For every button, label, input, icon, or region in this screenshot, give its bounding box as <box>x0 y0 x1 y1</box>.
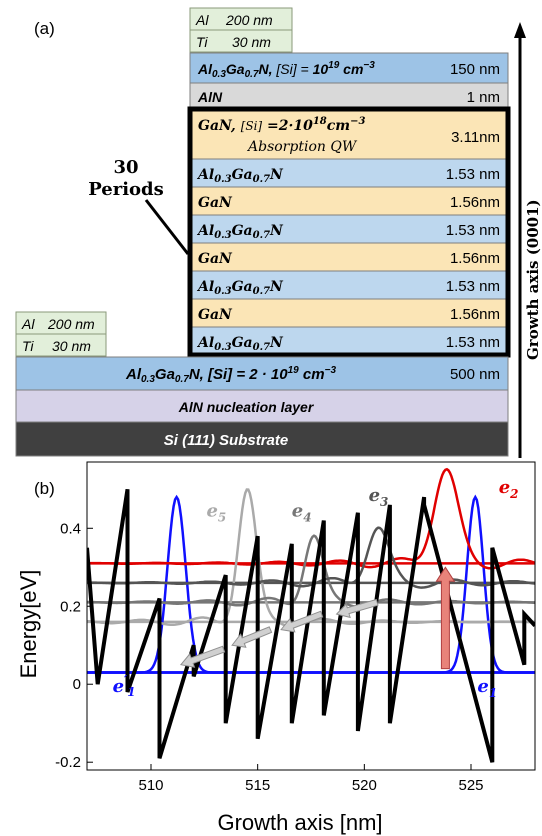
period-layer-thk: 1.53 nm <box>446 166 500 183</box>
layer-algan-base <box>15 356 509 391</box>
period-layer-thk: 1.56nm <box>450 250 500 267</box>
x-axis-label: Growth axis [nm] <box>217 810 382 835</box>
top-contact-ti-label: Ti <box>196 34 208 50</box>
layer-substrate-label: Si (111) Substrate <box>164 432 288 449</box>
growth-axis-arrowhead <box>514 22 526 38</box>
relaxation-arrow <box>335 598 379 619</box>
conduction-band <box>87 488 535 763</box>
left-contact-al-thk: 200 nm <box>47 316 95 332</box>
left-contact-ti-thk: 30 nm <box>52 338 91 354</box>
period-layer-thk: 1.53 nm <box>446 278 500 295</box>
period-layer-thk: 1.53 nm <box>446 222 500 239</box>
wavefunction-ep1 <box>87 494 535 674</box>
x-tick-label: 525 <box>458 777 483 794</box>
layer-aln <box>189 82 509 110</box>
left-contact-ti <box>15 333 107 357</box>
x-tick-label: 510 <box>138 777 163 794</box>
y-axis-label: Energy[eV] <box>16 570 41 679</box>
layer-algan-base-label: Al0.3Ga0.7N, [Si] = 2 · 1019 cm−3 <box>125 365 336 385</box>
period-layer-label: Al0.3Ga0.7N <box>196 223 284 241</box>
layer-aln-label: AlN <box>197 89 223 105</box>
top-contact-al-label: Al <box>195 12 209 28</box>
top-contact-al-thk: 200 nm <box>225 12 273 28</box>
layer-aln-nucleation <box>15 389 509 423</box>
y-tick-label: 0.2 <box>60 598 81 615</box>
absorption-arrow <box>435 566 456 670</box>
period-layer <box>189 186 509 216</box>
period-layer-thk: 1.56nm <box>450 194 500 211</box>
layer-algan-cap-thk: 150 nm <box>450 61 500 78</box>
superlattice: GaN, [Si] =2·1018cm−3 Absorption QW 3.11… <box>187 106 511 358</box>
y-tick-label: 0.4 <box>60 520 81 537</box>
period-frame <box>187 106 511 358</box>
layer-gan-qw-thk: 3.11nm <box>451 129 500 146</box>
period-layer-label: GaN <box>198 307 233 323</box>
wavefunction-e2 <box>87 467 535 570</box>
y-tick-label: 0 <box>73 676 81 693</box>
periods-label: Periods <box>88 179 164 200</box>
wavefunction-e3 <box>87 526 535 589</box>
periods-count: 30 <box>113 157 138 178</box>
label-e2: e2 <box>499 477 519 501</box>
wavefunction-e4 <box>87 534 535 608</box>
layer-gan-qw-label: GaN, [Si] =2·1018cm−3 <box>198 116 365 134</box>
layer-aln-nucleation-label: AlN nucleation layer <box>178 399 315 415</box>
label-e5: e5 <box>206 501 226 525</box>
relaxation-arrow <box>280 610 324 633</box>
panel-b-label: (b) <box>34 479 55 498</box>
period-layer <box>189 158 509 188</box>
periods-pointer <box>144 199 190 255</box>
top-contact-ti-thk: 30 nm <box>232 34 271 50</box>
left-contact-al-label: Al <box>21 316 35 332</box>
relaxation-arrow <box>179 645 226 668</box>
relaxation-arrow <box>231 626 273 648</box>
label-e3: e3 <box>369 485 389 509</box>
period-layer <box>189 326 509 356</box>
left-contact-ti-label: Ti <box>22 338 34 354</box>
plot-frame <box>86 461 536 771</box>
y-tick-label: -0.2 <box>55 754 81 771</box>
period-layer-label: Al0.3Ga0.7N <box>196 279 284 297</box>
period-layer-label: Al0.3Ga0.7N <box>196 167 284 185</box>
growth-axis-label: Growth axis (0001) <box>524 199 542 360</box>
top-contact-ti <box>189 29 293 53</box>
layer-algan-base-thk: 500 nm <box>450 366 500 383</box>
period-layer-label: GaN <box>198 251 233 267</box>
layer-substrate <box>15 421 509 457</box>
x-tick-label: 515 <box>245 777 270 794</box>
period-layer-thk: 1.53 nm <box>446 334 500 351</box>
panel-a-label: (a) <box>34 19 55 38</box>
layer-aln-thk: 1 nm <box>467 89 500 106</box>
x-tick-label: 520 <box>352 777 377 794</box>
period-layer-thk: 1.56nm <box>450 306 500 323</box>
period-layer-label: Al0.3Ga0.7N <box>196 335 284 353</box>
period-layer-label: GaN <box>198 195 233 211</box>
label-e4: e4 <box>292 501 312 525</box>
layer-gan-qw-sub: Absorption QW <box>246 139 358 155</box>
